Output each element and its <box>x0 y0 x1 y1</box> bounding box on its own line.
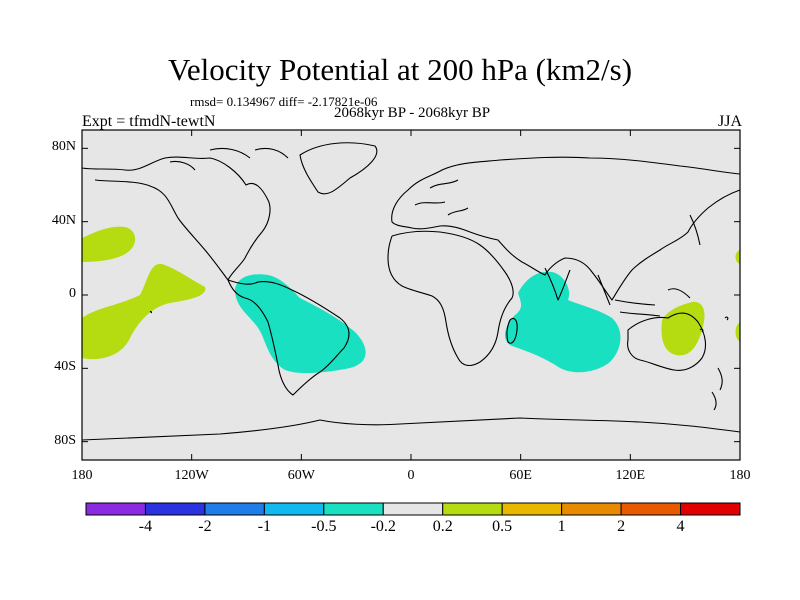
colorbar-label: 0.5 <box>492 518 513 535</box>
colorbar-label: 4 <box>676 518 685 535</box>
coastlines <box>81 142 741 441</box>
positive-regions <box>82 226 740 360</box>
y-tick-label: 40S <box>54 359 76 375</box>
coast-southeast-asia <box>597 274 691 317</box>
coast-europe-detail <box>414 179 469 216</box>
coast-japan <box>689 214 701 246</box>
coast-eurasia <box>391 156 741 301</box>
colorbar-label: -1 <box>257 518 272 535</box>
colorbar-box <box>204 502 265 516</box>
axis-ticks <box>81 130 741 460</box>
y-tick-label: 80S <box>54 432 76 448</box>
coast-new-zealand <box>711 367 723 411</box>
negative-regions <box>235 271 621 374</box>
colorbar-box <box>442 502 503 516</box>
colorbar-box <box>144 502 206 516</box>
y-tick-label: 0 <box>69 286 76 301</box>
colorbar-box <box>323 502 384 516</box>
coast-australia <box>627 312 707 371</box>
colorbar-label: -4 <box>138 518 153 535</box>
positive-region-c-pacific <box>82 263 206 360</box>
colorbar-box <box>382 502 444 516</box>
positive-region-east-edge-1 <box>735 250 740 264</box>
season-label: JJA <box>717 113 742 130</box>
y-tick-label: 40N <box>51 212 76 228</box>
negative-region-americas <box>235 274 366 374</box>
colorbar-box <box>263 502 325 516</box>
colorbar-label: -0.2 <box>370 518 396 535</box>
y-tick-label: 80N <box>51 139 76 155</box>
x-tick-label: 120E <box>615 468 646 483</box>
colorbar-label: 2 <box>617 518 626 535</box>
colorbar-label: 0.2 <box>432 518 453 535</box>
x-tick-label: 60E <box>509 468 532 483</box>
colorbar-box <box>501 502 563 516</box>
x-tick-label: 0 <box>407 468 415 483</box>
stats-text: rmsd= 0.134967 diff= -2.17821e-06 <box>190 94 378 109</box>
coast-greenland <box>299 142 378 195</box>
subtitle: 2068kyr BP - 2068kyr BP <box>333 105 491 121</box>
plot-title: Velocity Potential at 200 hPa (km2/s) <box>167 52 633 87</box>
coast-madagascar <box>506 317 518 344</box>
colorbar-box <box>620 502 682 516</box>
coast-antarctica <box>81 417 741 441</box>
coast-north-america <box>81 156 271 281</box>
experiment-label: Expt = tfmdN-tewtN <box>82 113 216 130</box>
coast-central-south-america <box>227 279 350 396</box>
colorbar-label: -0.5 <box>311 518 337 535</box>
positive-region-east-edge-2 <box>735 322 740 342</box>
coast-canada-islands <box>169 147 289 171</box>
colorbar-box <box>85 502 146 516</box>
colorbar-box <box>680 502 741 516</box>
x-tick-label: 60W <box>287 468 315 483</box>
coast-africa <box>387 230 514 367</box>
colorbar <box>85 502 741 516</box>
coast-pacific-islands <box>149 311 729 333</box>
positive-region-n-pacific <box>82 226 136 262</box>
coast-india <box>544 267 571 301</box>
colorbar-label: 1 <box>557 518 566 535</box>
colorbar-label: -2 <box>198 518 212 535</box>
colorbar-box <box>561 502 622 516</box>
negative-region-indian-ocean <box>504 271 621 373</box>
x-tick-label: 120W <box>174 468 209 483</box>
x-tick-label: 180 <box>729 468 751 483</box>
x-tick-label: 180 <box>71 468 93 483</box>
